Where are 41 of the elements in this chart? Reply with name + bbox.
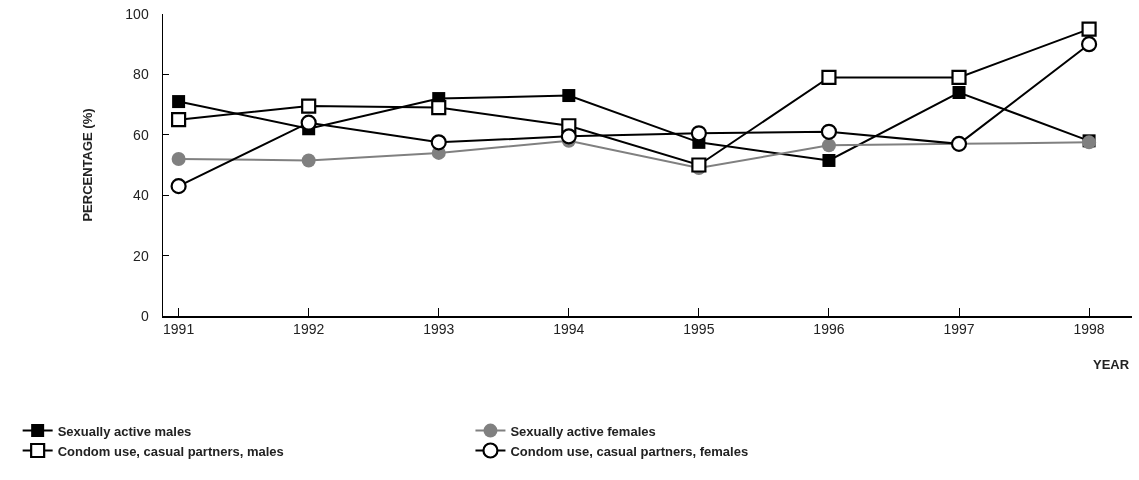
point bbox=[431, 100, 447, 116]
x-tick-label: 1992 bbox=[293, 321, 325, 338]
y-tick-label: 100 bbox=[125, 5, 149, 22]
x-tick-label: 1993 bbox=[423, 321, 455, 338]
x-tick-label: 1998 bbox=[1073, 321, 1105, 338]
x-tick-label: 1991 bbox=[163, 321, 195, 338]
x-tick-label: 1997 bbox=[943, 321, 975, 338]
point bbox=[430, 134, 447, 151]
point bbox=[690, 125, 707, 142]
y-tick-label: 60 bbox=[133, 126, 149, 143]
point bbox=[562, 89, 576, 103]
x-tick-label: 1995 bbox=[683, 321, 715, 338]
point bbox=[301, 153, 316, 168]
x-tick-label: 1996 bbox=[813, 321, 845, 338]
point bbox=[171, 112, 187, 128]
point bbox=[952, 86, 966, 100]
point bbox=[822, 153, 836, 167]
legend-label: Sexually active males bbox=[57, 423, 192, 439]
point bbox=[821, 138, 836, 153]
point bbox=[170, 178, 187, 195]
y-tick-label: 40 bbox=[133, 187, 149, 204]
x-axis-title: YEAR bbox=[1093, 357, 1130, 372]
point bbox=[820, 123, 838, 140]
x-tick-label: 1994 bbox=[553, 321, 585, 338]
point bbox=[172, 95, 186, 109]
y-tick-label: 0 bbox=[140, 307, 149, 324]
legend-label: Condom use, casual partners, males bbox=[57, 443, 284, 459]
point bbox=[300, 114, 317, 131]
point bbox=[1080, 36, 1098, 53]
legend-label: Condom use, casual partners, females bbox=[510, 443, 749, 459]
y-tick-label: 20 bbox=[133, 247, 149, 264]
point bbox=[301, 98, 317, 114]
point bbox=[1081, 21, 1097, 37]
point bbox=[560, 128, 577, 145]
point bbox=[951, 69, 967, 86]
point bbox=[171, 151, 186, 166]
point bbox=[691, 157, 707, 173]
legend-label: Sexually active females bbox=[510, 423, 656, 439]
y-tick-label: 80 bbox=[133, 66, 149, 83]
y-axis-title: PERCENTAGE (%) bbox=[79, 108, 95, 222]
point bbox=[821, 69, 837, 86]
